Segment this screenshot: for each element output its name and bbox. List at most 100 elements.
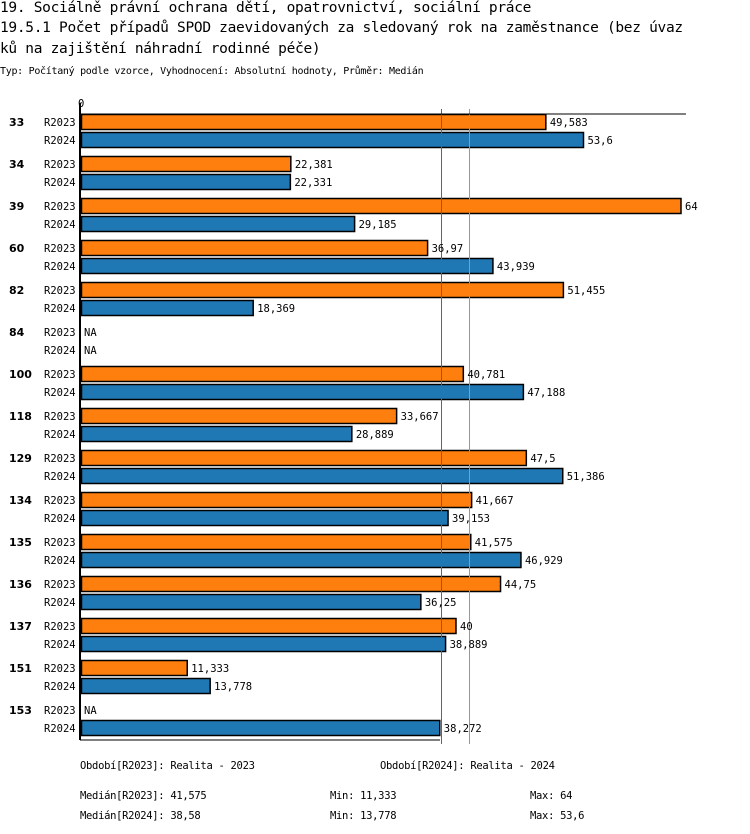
category-label: 136 [9,578,32,591]
bar-r2023 [80,659,188,677]
series-label-r2023: R2023 [44,453,76,465]
series-label-r2024: R2024 [44,597,76,609]
bar-r2023 [80,113,547,131]
bar-r2023 [80,281,565,299]
series-label-r2023: R2023 [44,201,76,213]
bar-r2023 [80,575,502,593]
stat-median-r2023: Medián[R2023]: 41,575 [80,790,207,802]
category-label: 153 [9,704,32,717]
stat-median-r2024: Medián[R2024]: 38,58 [80,810,201,822]
bar-r2024 [80,677,211,695]
series-label-r2024: R2024 [44,513,76,525]
series-label-r2024: R2024 [44,219,76,231]
series-label-r2024: R2024 [44,135,76,147]
category-label: 60 [9,242,25,255]
series-label-r2023: R2023 [44,705,76,717]
category-label: 82 [9,284,24,297]
data-label: 13,778 [214,681,252,693]
chart-subtitle: Typ: Počítaný podle vzorce, Vyhodnocení:… [0,66,424,77]
series-label-r2023: R2023 [44,411,76,423]
bar-r2023 [80,533,472,551]
data-label: 49,583 [550,117,588,129]
stat-min-r2023: Min: 11,333 [330,790,397,802]
series-label-r2023: R2023 [44,117,76,129]
chart-title-line2: ků na zajištění náhradní rodinné péče) [0,41,321,57]
bar-r2023 [80,449,528,467]
data-label-na: NA [84,327,97,339]
data-label: 33,667 [401,411,439,423]
data-label: 44,75 [505,579,537,591]
bar-r2024 [80,509,449,527]
bar-r2024 [80,215,356,233]
series-label-r2024: R2024 [44,471,76,483]
category-label: 135 [9,536,32,549]
data-label: 36,97 [432,243,464,255]
series-label-r2024: R2024 [44,429,76,441]
series-label-r2024: R2024 [44,387,76,399]
series-label-r2023: R2023 [44,285,76,297]
category-label: 134 [9,494,32,507]
bar-r2023 [80,365,465,383]
series-label-r2023: R2023 [44,369,76,381]
series-label-r2024: R2024 [44,261,76,273]
data-label-na: NA [84,345,97,357]
bar-r2024 [80,467,564,485]
series-label-r2024: R2024 [44,303,76,315]
category-label: 39 [9,200,24,213]
series-label-r2023: R2023 [44,621,76,633]
bar-r2024 [80,299,254,317]
data-label: 18,369 [257,303,295,315]
category-label: 33 [9,116,24,129]
data-label: 40 [460,621,473,633]
legend-period-r2024: Období[R2024]: Realita - 2024 [380,760,555,772]
bar-r2023 [80,617,457,635]
data-label: 46,929 [525,555,563,567]
bar-r2024 [80,425,353,443]
bar-r2023 [80,491,473,509]
legend-period-r2023: Období[R2023]: Realita - 2023 [80,760,255,772]
series-label-r2023: R2023 [44,327,76,339]
category-label: 84 [9,326,25,339]
stat-min-r2024: Min: 13,778 [330,810,397,822]
series-label-r2024: R2024 [44,681,76,693]
bar-r2024 [80,383,525,401]
data-label: 53,6 [588,135,613,147]
data-label: 40,781 [467,369,505,381]
data-label: 47,5 [530,453,555,465]
data-label: 41,667 [476,495,514,507]
bar-r2024 [80,551,522,569]
data-label: 64 [685,201,698,213]
category-label: 34 [9,158,25,171]
series-label-r2024: R2024 [44,177,76,189]
series-label-r2024: R2024 [44,639,76,651]
data-label: 36,25 [425,597,457,609]
bar-r2023 [80,197,682,215]
chart-section-title: 19. Sociálně právní ochrana dětí, opatro… [0,0,532,16]
series-label-r2023: R2023 [44,663,76,675]
data-label: 41,575 [475,537,513,549]
data-label: 28,889 [356,429,394,441]
bar-r2023 [80,407,398,425]
x-tick-label: 0 [78,98,84,110]
chart-title-line1: 19.5.1 Počet případů SPOD zaevidovaných … [0,20,683,36]
bar-r2023 [80,155,292,173]
series-label-r2023: R2023 [44,579,76,591]
series-label-r2023: R2023 [44,243,76,255]
series-label-r2024: R2024 [44,555,76,567]
data-label: 22,331 [294,177,332,189]
data-label: 29,185 [359,219,397,231]
data-label: 51,455 [567,285,605,297]
series-label-r2023: R2023 [44,159,76,171]
series-label-r2024: R2024 [44,723,76,735]
data-label: 22,381 [295,159,333,171]
category-label: 118 [9,410,32,423]
data-label: 11,333 [191,663,229,675]
bar-r2024 [80,719,441,737]
series-label-r2023: R2023 [44,495,76,507]
bar-r2024 [80,257,494,275]
bar-r2024 [80,131,585,149]
data-label-na: NA [84,705,97,717]
data-label: 38,272 [444,723,482,735]
data-label: 39,153 [452,513,490,525]
